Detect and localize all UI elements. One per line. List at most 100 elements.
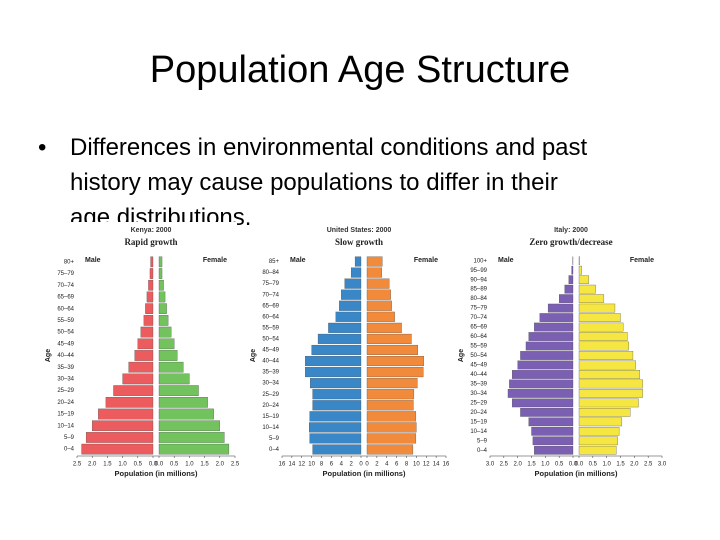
- x-tick-label: 0.0: [155, 462, 164, 468]
- age-label: 35–39: [470, 382, 487, 388]
- age-label: 50–54: [262, 336, 279, 342]
- bar: [158, 443, 230, 455]
- x-tick-label: 10: [308, 462, 315, 468]
- bar: [122, 373, 154, 385]
- x-tick-label: 2.0: [513, 462, 522, 468]
- bar: [578, 389, 643, 398]
- bar: [366, 367, 424, 378]
- bar: [578, 341, 629, 351]
- bar: [366, 433, 417, 444]
- bar: [578, 294, 605, 303]
- bar: [158, 385, 199, 396]
- bar: [366, 356, 424, 367]
- age-label: 50–54: [57, 330, 74, 336]
- x-tick-label: 0.5: [555, 462, 564, 468]
- bar: [149, 268, 154, 279]
- bar: [539, 313, 574, 322]
- x-tick-label: 2.5: [231, 462, 240, 468]
- bar: [148, 279, 154, 291]
- x-tick-label: 12: [423, 462, 430, 468]
- bar: [158, 279, 164, 291]
- age-label: 0–4: [477, 448, 488, 454]
- age-label: 95–99: [470, 268, 487, 274]
- x-tick-label: 10: [413, 462, 420, 468]
- bar: [158, 256, 163, 268]
- age-label: 10–14: [470, 429, 487, 435]
- bar: [578, 426, 620, 436]
- age-label: 65–69: [262, 303, 279, 309]
- bar: [105, 397, 154, 408]
- age-label: 15–19: [262, 414, 279, 420]
- bar: [158, 268, 163, 279]
- bar: [341, 289, 362, 300]
- age-label: 20–24: [57, 400, 74, 406]
- bar: [366, 400, 414, 411]
- bar: [578, 303, 616, 313]
- chart-subtitle: Zero growth/decrease: [529, 237, 612, 247]
- chart-subtitle: Rapid growth: [124, 237, 177, 247]
- chart-title: Italy: 2000: [554, 227, 588, 234]
- x-tick-label: 8: [320, 462, 324, 468]
- bar: [578, 370, 641, 379]
- bar: [158, 408, 214, 420]
- x-tick-label: 6: [330, 462, 334, 468]
- bar: [578, 398, 639, 408]
- age-label: 55–59: [262, 325, 279, 331]
- x-tick-label: 1.0: [185, 462, 194, 468]
- x-tick-label: 3.0: [486, 462, 495, 468]
- bar: [509, 379, 574, 389]
- bar: [158, 338, 175, 350]
- bar: [354, 256, 362, 267]
- chart-title: United States: 2000: [327, 227, 392, 234]
- x-axis-label: Population (in millions): [115, 469, 198, 478]
- slide-title: Population Age Structure: [150, 49, 570, 91]
- legend-label: Female: [203, 257, 227, 264]
- bar: [140, 326, 154, 338]
- x-tick-label: 2.0: [630, 462, 639, 468]
- age-label: 55–59: [57, 318, 74, 324]
- bar: [158, 397, 208, 408]
- x-tick-label: 0: [359, 462, 363, 468]
- age-label: 10–14: [57, 423, 74, 429]
- bar: [158, 303, 167, 314]
- bar: [309, 422, 362, 433]
- legend-label: Male: [290, 257, 306, 264]
- age-label: 60–64: [57, 306, 74, 312]
- x-tick-label: 16: [443, 462, 450, 468]
- bar: [350, 267, 362, 278]
- x-tick-label: 1.5: [200, 462, 209, 468]
- bar: [520, 351, 574, 360]
- x-tick-label: 14: [433, 462, 440, 468]
- bar: [366, 378, 418, 389]
- age-label: 15–19: [57, 412, 74, 418]
- bar: [85, 432, 154, 443]
- bar: [578, 265, 582, 275]
- bar: [158, 373, 190, 385]
- age-label: 55–59: [470, 344, 487, 350]
- x-tick-label: 2: [375, 462, 379, 468]
- bar: [339, 300, 362, 311]
- bar: [134, 350, 154, 361]
- age-label: 45–49: [57, 341, 74, 347]
- x-tick-label: 6: [395, 462, 399, 468]
- bar: [128, 361, 154, 373]
- x-tick-label: 1.0: [118, 462, 127, 468]
- age-label: 20–24: [470, 410, 487, 416]
- bar: [511, 370, 574, 379]
- bar: [145, 303, 154, 314]
- bar: [344, 278, 362, 289]
- age-label: 60–64: [262, 314, 279, 320]
- legend-label: Female: [630, 257, 654, 264]
- bar: [568, 275, 574, 285]
- x-axis-label: Population (in millions): [323, 469, 406, 478]
- age-label: 35–39: [57, 365, 74, 371]
- age-label: 70–74: [262, 292, 279, 298]
- bar: [547, 303, 574, 313]
- bar: [578, 417, 623, 427]
- y-axis-label: Age: [458, 349, 465, 362]
- bar: [578, 275, 589, 285]
- x-tick-label: 8: [405, 462, 409, 468]
- chart-title: Kenya: 2000: [131, 227, 172, 234]
- bar: [578, 379, 643, 389]
- bullet-line: Differences in environmental conditions …: [70, 134, 588, 161]
